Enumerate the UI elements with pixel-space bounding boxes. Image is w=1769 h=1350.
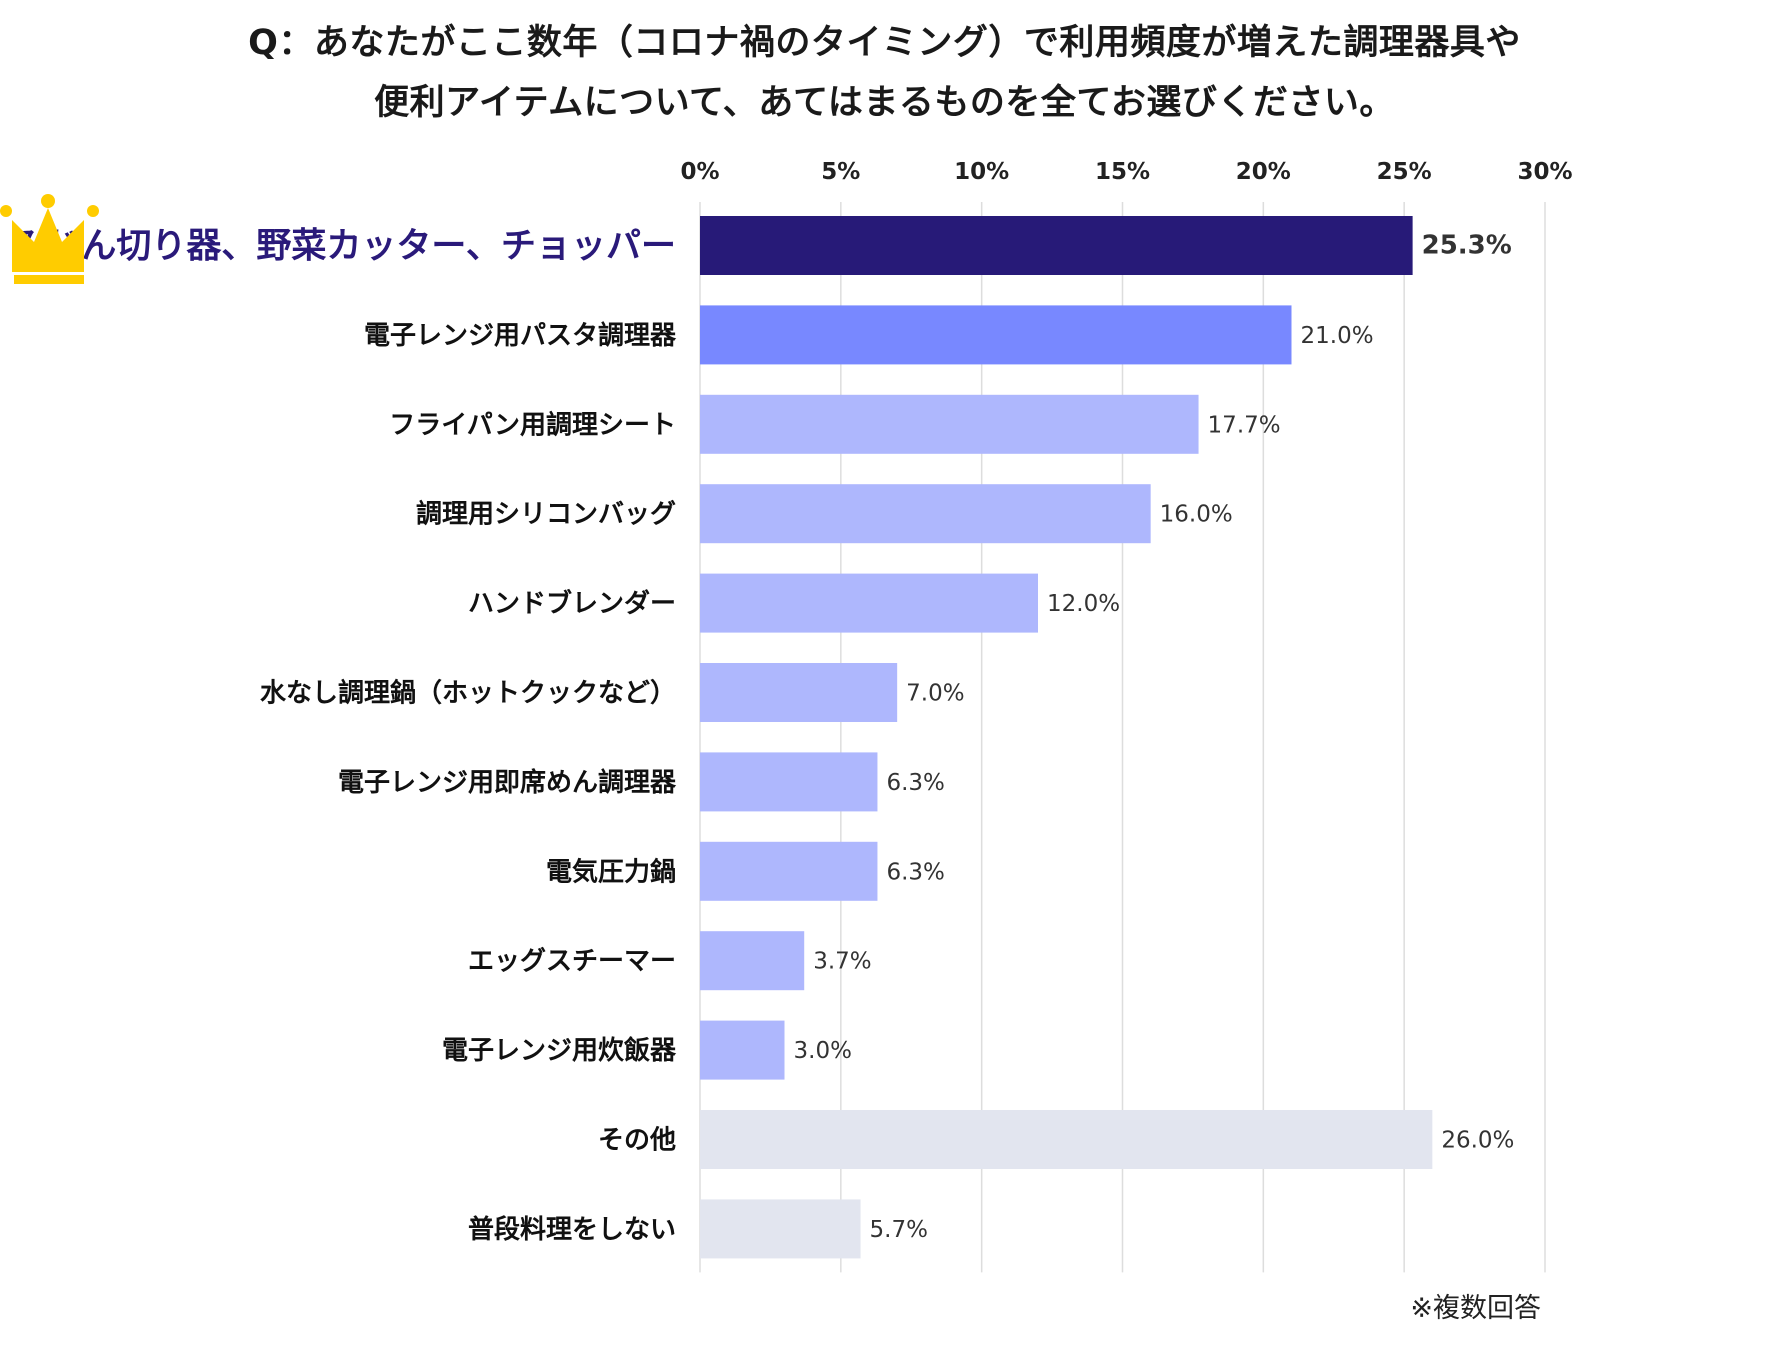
category-label: 電子レンジ用パスタ調理器 bbox=[364, 320, 677, 351]
x-tick-label: 25% bbox=[1377, 159, 1432, 185]
chart-title-line-2: 便利アイテムについて、あてはまるものを全てお選びください。 bbox=[374, 83, 1395, 123]
value-labels: 25.3% 21.0% 17.7% 16.0% 12.0% 7.0% 6.3% 6.3% 3.7… bbox=[794, 231, 1515, 1243]
bar bbox=[700, 216, 1413, 275]
category-label: ハンドブレンダー bbox=[468, 588, 676, 619]
value-label: 6.3% bbox=[886, 859, 944, 885]
bar bbox=[700, 484, 1151, 544]
bar bbox=[700, 752, 878, 812]
bar bbox=[700, 1199, 861, 1259]
value-label: 25.3% bbox=[1422, 231, 1512, 261]
bars bbox=[700, 216, 1433, 1259]
bar bbox=[700, 394, 1199, 454]
category-label: その他 bbox=[598, 1126, 676, 1156]
bar bbox=[700, 1020, 785, 1080]
x-tick-label: 30% bbox=[1517, 159, 1572, 185]
value-label: 21.0% bbox=[1301, 323, 1374, 349]
category-label: 電子レンジ用即席めん調理器 bbox=[338, 767, 677, 798]
category-label: 電気圧力鍋 bbox=[546, 856, 676, 887]
value-label: 6.3% bbox=[886, 770, 944, 796]
bar bbox=[700, 663, 898, 722]
value-label: 16.0% bbox=[1160, 502, 1233, 528]
value-label: 17.7% bbox=[1208, 412, 1281, 438]
category-label: 水なし調理鍋（ホットクックなど） bbox=[260, 678, 676, 709]
value-label: 3.0% bbox=[794, 1038, 852, 1064]
value-label: 7.0% bbox=[906, 681, 964, 707]
x-axis-tick-labels: 0% 5% 10% 15% 20% 25% 30% bbox=[680, 159, 1572, 185]
value-label: 3.7% bbox=[813, 949, 871, 975]
bar bbox=[700, 305, 1292, 365]
category-label: 調理用シリコンバッグ bbox=[416, 499, 676, 530]
x-tick-label: 20% bbox=[1236, 159, 1291, 185]
footnote: ※複数回答 bbox=[1410, 1293, 1541, 1324]
category-labels: みじん切り器、野菜カッター、チョッパー電子レンジ用パスタ調理器フライパン用調理シ… bbox=[11, 227, 677, 1245]
x-tick-label: 10% bbox=[954, 159, 1009, 185]
bar bbox=[700, 931, 805, 991]
category-label: みじん切り器、野菜カッター、チョッパー bbox=[11, 227, 676, 267]
value-label: 5.7% bbox=[870, 1217, 928, 1243]
value-label: 26.0% bbox=[1441, 1128, 1514, 1154]
bar bbox=[700, 573, 1038, 633]
x-tick-label: 0% bbox=[680, 159, 719, 185]
x-tick-label: 5% bbox=[821, 159, 860, 185]
category-label: エッグスチーマー bbox=[468, 947, 676, 977]
bar bbox=[700, 1110, 1433, 1169]
crown-icon bbox=[0, 194, 99, 284]
chart-title-line-1: Q：あなたがここ数年（コロナ禍のタイミング）で利用頻度が増えた調理器具や bbox=[248, 23, 1521, 63]
x-tick-label: 15% bbox=[1095, 159, 1150, 185]
bar bbox=[700, 841, 878, 901]
gridlines bbox=[699, 202, 1546, 1273]
value-label: 12.0% bbox=[1047, 591, 1120, 617]
category-label: 電子レンジ用炊飯器 bbox=[442, 1035, 677, 1066]
category-label: 普段料理をしない bbox=[468, 1214, 676, 1245]
category-label: フライパン用調理シート bbox=[389, 409, 676, 440]
